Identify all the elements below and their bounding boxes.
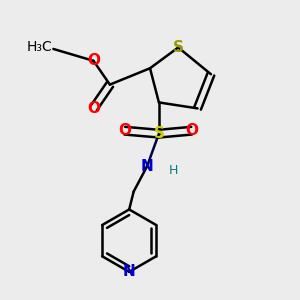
Text: N: N	[123, 264, 136, 279]
Text: O: O	[118, 123, 131, 138]
Text: O: O	[87, 101, 100, 116]
Text: H₃C: H₃C	[26, 40, 52, 55]
Text: S: S	[173, 40, 184, 55]
Text: H: H	[169, 164, 178, 177]
Text: O: O	[185, 123, 198, 138]
Text: N: N	[141, 159, 153, 174]
Text: O: O	[87, 53, 100, 68]
Text: S: S	[153, 126, 164, 141]
